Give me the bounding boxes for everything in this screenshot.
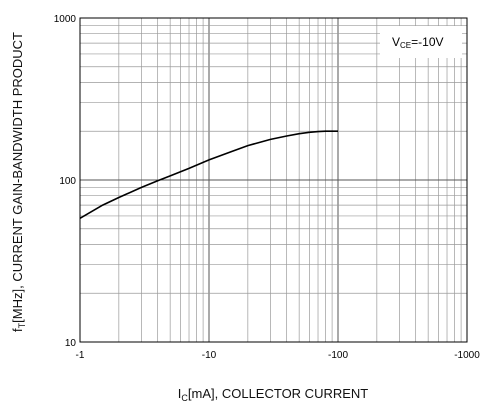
x-tick-label: -10: [202, 350, 217, 361]
svg-text:VCE=-10V: VCE=-10V: [392, 35, 444, 50]
y-tick-labels: 10 100 1000: [54, 14, 77, 349]
y-axis-title-sub: T: [17, 322, 27, 328]
x-axis-title-rest: [mA], COLLECTOR CURRENT: [188, 386, 368, 401]
y-axis-title-main: f: [10, 328, 25, 332]
grid: [79, 18, 467, 343]
x-axis-title-main: I: [178, 386, 182, 401]
y-tick-label: 1000: [54, 14, 77, 25]
x-tick-label: -1: [76, 350, 85, 361]
y-tick-label: 10: [65, 338, 77, 349]
x-axis-title-sub: C: [181, 393, 188, 403]
x-tick-label: -100: [328, 350, 348, 361]
annotation-rest: =-10V: [411, 35, 443, 49]
plot-frame: [79, 17, 468, 343]
series-line: [79, 130, 338, 219]
x-axis-title: IC[mA], COLLECTOR CURRENT: [178, 386, 369, 403]
x-tick-label: -1000: [454, 350, 480, 361]
annotation-sub: CE: [400, 41, 411, 50]
annotation-main: V: [392, 35, 400, 49]
y-tick-label: 100: [59, 176, 76, 187]
x-tick-labels: -1 -10 -100 -1000: [76, 350, 481, 361]
y-axis-title-rest: [MHz], CURRENT GAIN-BANDWIDTH PRODUCT: [10, 32, 25, 323]
annotation-vce: VCE=-10V: [380, 26, 462, 58]
y-axis-title: fT[MHz], CURRENT GAIN-BANDWIDTH PRODUCT: [10, 32, 27, 332]
series-group: [79, 130, 338, 219]
